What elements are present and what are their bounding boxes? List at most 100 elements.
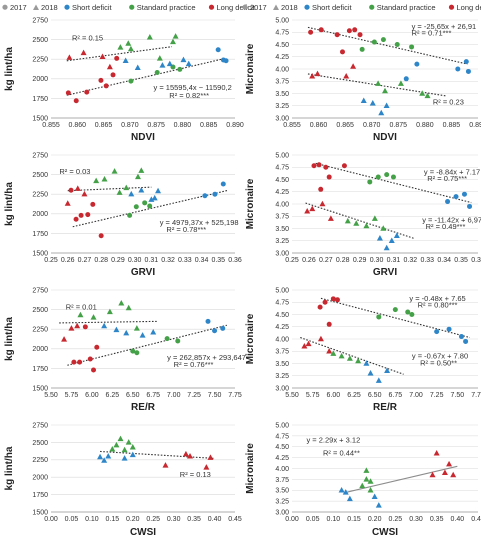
data-point bbox=[409, 312, 415, 317]
data-point bbox=[81, 190, 88, 197]
data-point bbox=[311, 163, 317, 169]
data-point bbox=[352, 27, 358, 33]
data-point bbox=[363, 222, 370, 229]
x-tick-label: 0.15 bbox=[347, 516, 361, 523]
regression-label: y = 2.29x + 3.12 bbox=[306, 435, 360, 444]
legend-marker bbox=[242, 4, 248, 10]
y-axis-label: Micronaire bbox=[245, 43, 256, 94]
y-tick-label: 1750 bbox=[32, 492, 48, 499]
chart-panel-grvi-yield: 1500 1750 2000 2250 2500 2750 0.25 0.26 0.27 0.28… bbox=[4, 152, 242, 278]
data-point bbox=[375, 502, 382, 508]
data-point bbox=[68, 187, 74, 193]
data-point bbox=[97, 453, 104, 460]
y-tick-label: 3.75 bbox=[275, 477, 289, 484]
data-point bbox=[383, 244, 390, 251]
data-point bbox=[122, 57, 129, 63]
data-point bbox=[363, 476, 370, 482]
x-tick-label: 0.870 bbox=[363, 122, 381, 129]
y-tick-label: 3.50 bbox=[275, 361, 289, 368]
data-point bbox=[384, 367, 391, 374]
regression-label: y = 262,857x + 293,647 bbox=[167, 353, 246, 362]
y-tick-label: 2250 bbox=[32, 192, 48, 199]
x-tick-label: 5.50 bbox=[44, 392, 58, 399]
data-point bbox=[169, 38, 176, 45]
chart-panel-rer-yield: 1500 1750 2000 2250 2500 2750 5.50 5.75 6.00 6.25… bbox=[4, 287, 246, 413]
x-tick-label: 6.00 bbox=[327, 392, 341, 399]
trendline bbox=[315, 162, 472, 204]
data-point bbox=[74, 185, 81, 191]
x-tick-label: 6.50 bbox=[126, 392, 140, 399]
legend-label: Standard practice bbox=[137, 3, 196, 12]
data-point bbox=[405, 309, 411, 315]
data-point bbox=[125, 304, 132, 311]
data-point bbox=[215, 47, 221, 53]
x-axis-label: CWSI bbox=[130, 527, 156, 538]
data-point bbox=[64, 200, 71, 206]
legend-marker bbox=[208, 4, 215, 10]
data-point bbox=[317, 335, 324, 342]
data-point bbox=[101, 322, 108, 329]
regression-label: R² = 0.44** bbox=[323, 448, 360, 457]
data-point bbox=[393, 232, 400, 239]
x-tick-label: 0.855 bbox=[42, 122, 60, 129]
x-tick-label: 0.35 bbox=[211, 257, 225, 264]
data-point bbox=[375, 174, 381, 180]
data-point bbox=[316, 162, 322, 168]
data-point bbox=[203, 464, 210, 470]
y-tick-label: 3.25 bbox=[275, 499, 289, 506]
data-point bbox=[394, 42, 400, 47]
data-point bbox=[465, 68, 471, 74]
data-point bbox=[367, 486, 374, 493]
x-tick-label: 0.20 bbox=[368, 516, 382, 523]
data-point bbox=[202, 193, 208, 199]
data-point bbox=[350, 63, 357, 69]
x-tick-label: 7.25 bbox=[430, 392, 444, 399]
data-point bbox=[207, 454, 214, 460]
regression-label: y = -0.48x + 7.65 bbox=[409, 294, 465, 303]
x-tick-label: 0.05 bbox=[65, 516, 79, 523]
data-point bbox=[134, 350, 140, 356]
data-point bbox=[139, 332, 146, 338]
data-point bbox=[446, 326, 452, 332]
data-point bbox=[309, 73, 316, 79]
legend-left: 2017 2018 Short deficit Standard practice Lo… bbox=[2, 3, 256, 12]
data-point bbox=[116, 189, 123, 195]
data-point bbox=[359, 46, 365, 52]
x-tick-label: 7.75 bbox=[471, 392, 481, 399]
x-tick-label: 7.50 bbox=[208, 392, 222, 399]
data-point bbox=[339, 49, 345, 55]
y-tick-label: 4.50 bbox=[275, 42, 289, 49]
x-tick-label: 0.28 bbox=[94, 257, 108, 264]
regression-label: y = -25,65x + 26,91 bbox=[412, 22, 477, 31]
data-point bbox=[182, 450, 189, 457]
data-point bbox=[375, 80, 382, 86]
x-tick-label: 0.890 bbox=[226, 122, 244, 129]
y-tick-label: 4.75 bbox=[275, 30, 289, 37]
y-tick-label: 3.25 bbox=[275, 238, 289, 245]
data-point bbox=[367, 370, 374, 376]
data-point bbox=[77, 311, 84, 318]
y-tick-label: 2000 bbox=[32, 211, 48, 218]
data-point bbox=[323, 164, 329, 170]
data-point bbox=[450, 471, 457, 478]
data-point bbox=[314, 70, 321, 77]
data-point bbox=[133, 204, 139, 210]
data-point bbox=[371, 215, 378, 221]
data-point bbox=[363, 467, 370, 473]
data-point bbox=[109, 446, 116, 452]
data-point bbox=[172, 33, 179, 39]
data-point bbox=[359, 482, 366, 489]
x-axis-label: GRVI bbox=[373, 267, 397, 278]
x-tick-label: 0.35 bbox=[430, 516, 444, 523]
data-point bbox=[384, 172, 390, 178]
y-tick-label: 2000 bbox=[32, 475, 48, 482]
x-tick-label: 6.25 bbox=[106, 392, 120, 399]
legend-marker bbox=[33, 4, 39, 10]
data-point bbox=[177, 66, 183, 72]
x-tick-label: 7.50 bbox=[451, 392, 465, 399]
data-point bbox=[346, 28, 352, 34]
data-point bbox=[212, 328, 218, 334]
trendline bbox=[300, 337, 404, 375]
x-tick-label: 0.36 bbox=[471, 257, 481, 264]
data-point bbox=[383, 102, 390, 108]
